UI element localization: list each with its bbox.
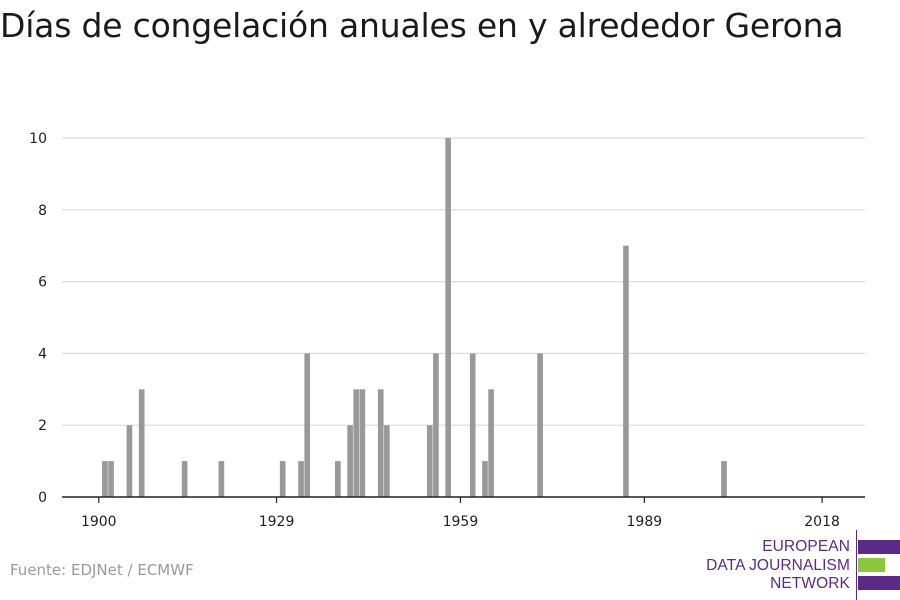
bar bbox=[488, 389, 494, 497]
bars bbox=[102, 138, 727, 497]
bar bbox=[347, 425, 353, 497]
y-tick-label: 4 bbox=[38, 346, 47, 362]
logo-text-european: EUROPEAN bbox=[762, 538, 850, 555]
bar bbox=[126, 425, 133, 497]
y-tick-label: 2 bbox=[38, 418, 47, 434]
bar bbox=[482, 461, 488, 497]
bar bbox=[102, 461, 108, 497]
logo-bar-purple-top bbox=[858, 540, 900, 554]
bar bbox=[108, 461, 114, 497]
y-tick-label: 8 bbox=[38, 203, 47, 219]
bar bbox=[377, 389, 384, 497]
bar bbox=[298, 461, 304, 497]
y-tick-label: 6 bbox=[38, 275, 47, 291]
x-tick-label: 1900 bbox=[81, 514, 117, 530]
edjnet-logo: EUROPEAN DATA JOURNALISM NETWORK bbox=[700, 530, 900, 600]
bar bbox=[426, 425, 433, 497]
x-tick-label: 1929 bbox=[259, 514, 295, 530]
x-axis-ticks: 1900 1929 1959 1989 2018 bbox=[81, 497, 840, 530]
x-tick-label: 1989 bbox=[627, 514, 663, 530]
chart-title: Días de congelación anuales en y alreded… bbox=[0, 6, 844, 45]
x-tick-label: 2018 bbox=[804, 514, 840, 530]
logo-bar-green bbox=[858, 558, 885, 572]
logo-divider bbox=[856, 530, 857, 600]
bar bbox=[469, 353, 476, 497]
bar bbox=[218, 461, 225, 497]
x-tick-label: 1959 bbox=[443, 514, 479, 530]
y-tick-label: 10 bbox=[29, 131, 47, 147]
bar bbox=[279, 461, 286, 497]
logo-text-network: NETWORK bbox=[770, 575, 850, 592]
bar bbox=[353, 389, 360, 497]
bar bbox=[359, 389, 366, 497]
bar bbox=[537, 353, 543, 497]
bar bbox=[181, 461, 188, 497]
bar bbox=[623, 245, 629, 497]
bar bbox=[433, 353, 439, 497]
bar bbox=[138, 389, 145, 497]
bar bbox=[721, 461, 727, 497]
y-axis: 0 2 4 6 8 10 bbox=[29, 131, 47, 506]
y-tick-label: 0 bbox=[38, 490, 47, 506]
source-note: Fuente: EDJNet / ECMWF bbox=[10, 561, 194, 579]
logo-text-data-journalism: DATA JOURNALISM bbox=[706, 557, 850, 574]
bar bbox=[304, 353, 311, 497]
bar bbox=[384, 425, 390, 497]
grid-lines bbox=[62, 137, 865, 426]
bar bbox=[335, 461, 341, 497]
logo-bar-purple-bottom bbox=[858, 576, 900, 590]
bar bbox=[445, 138, 451, 497]
